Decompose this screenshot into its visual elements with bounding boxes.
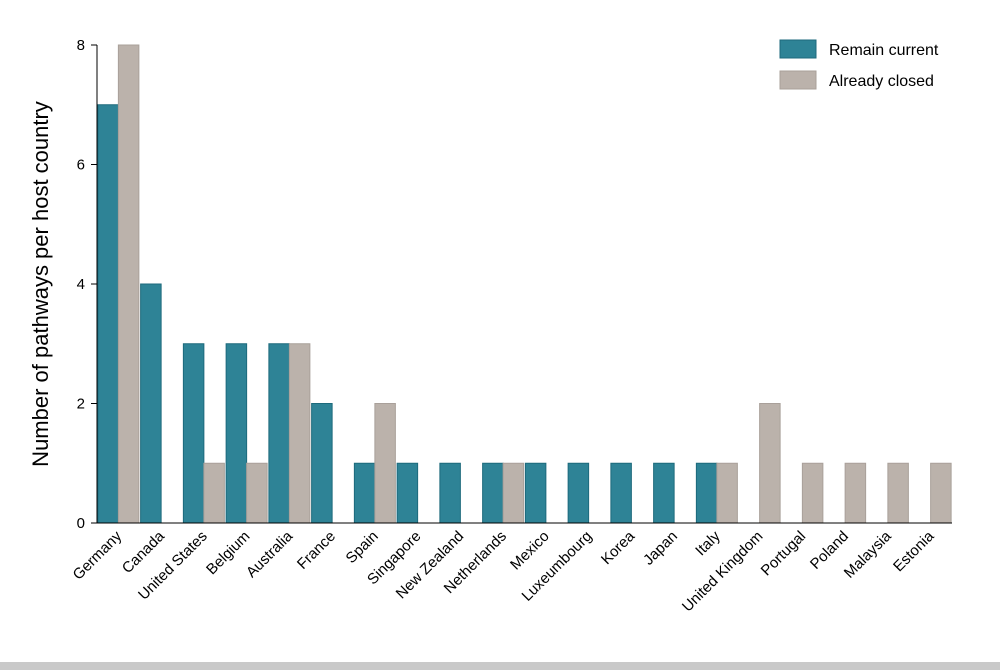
x-tick-label: Italy <box>692 527 724 559</box>
bar-already-closed-spain <box>374 403 396 524</box>
bar-already-closed-italy <box>716 462 738 524</box>
bar-already-closed-malaysia <box>887 462 909 524</box>
bar-remain-current-korea <box>610 462 632 524</box>
bar-remain-current-germany <box>97 104 119 524</box>
x-tick-label: Australia <box>243 527 297 581</box>
y-tick-label: 0 <box>77 515 85 532</box>
bar-remain-current-luxeumbourg <box>567 462 590 524</box>
x-tick-label: Japan <box>640 528 681 569</box>
bar-already-closed-portugal <box>801 462 824 524</box>
bar-remain-current-mexico <box>524 462 547 524</box>
bar-remain-current-singapore <box>396 462 419 524</box>
y-tick-label: 8 <box>77 37 85 54</box>
bar-already-closed-poland <box>844 462 867 524</box>
x-tick-label: Spain <box>343 528 382 567</box>
bar-remain-current-france <box>311 403 333 524</box>
bar-remain-current-new-zealand <box>439 462 461 524</box>
legend-label: Already closed <box>829 73 934 90</box>
y-axis: 0 2 4 6 8 <box>77 37 98 532</box>
x-tick-label: Germany <box>70 527 126 583</box>
bar-already-closed-australia <box>288 343 311 524</box>
bar-remain-current-italy <box>695 462 718 524</box>
bar-remain-current-australia <box>268 343 290 524</box>
y-tick-label: 6 <box>77 157 85 174</box>
legend-label: Remain current <box>829 42 939 59</box>
legend-swatch <box>779 39 817 59</box>
bar-already-closed-netherlands <box>502 462 525 524</box>
bar-already-closed-united-states <box>203 462 225 524</box>
x-tick-label: Portugal <box>758 528 810 580</box>
legend: Remain current Already closed <box>779 39 939 90</box>
y-tick-label: 2 <box>77 396 85 413</box>
x-tick-label: Malaysia <box>841 527 895 581</box>
bar-remain-current-japan <box>653 462 675 524</box>
bar-remain-current-united-states <box>182 343 205 524</box>
bar-remain-current-netherlands <box>482 462 504 524</box>
y-tick-label: 4 <box>77 276 85 293</box>
x-tick-label: Estonia <box>890 527 938 575</box>
x-tick-label: United Kingdom <box>679 528 766 615</box>
x-tick-label: Korea <box>598 527 639 568</box>
bar-remain-current-belgium <box>225 343 248 524</box>
bar-remain-current-canada <box>140 283 162 524</box>
bar-already-closed-germany <box>117 44 140 524</box>
bar-already-closed-estonia <box>930 462 952 524</box>
bottom-border <box>0 662 1000 670</box>
bar-already-closed-united-kingdom <box>759 403 781 524</box>
legend-swatch <box>779 70 817 90</box>
bars-layer <box>97 44 952 524</box>
x-tick-label: France <box>294 528 339 573</box>
bar-already-closed-belgium <box>246 462 268 524</box>
y-axis-label: Number of pathways per host country <box>28 101 53 467</box>
bar-remain-current-spain <box>353 462 376 524</box>
